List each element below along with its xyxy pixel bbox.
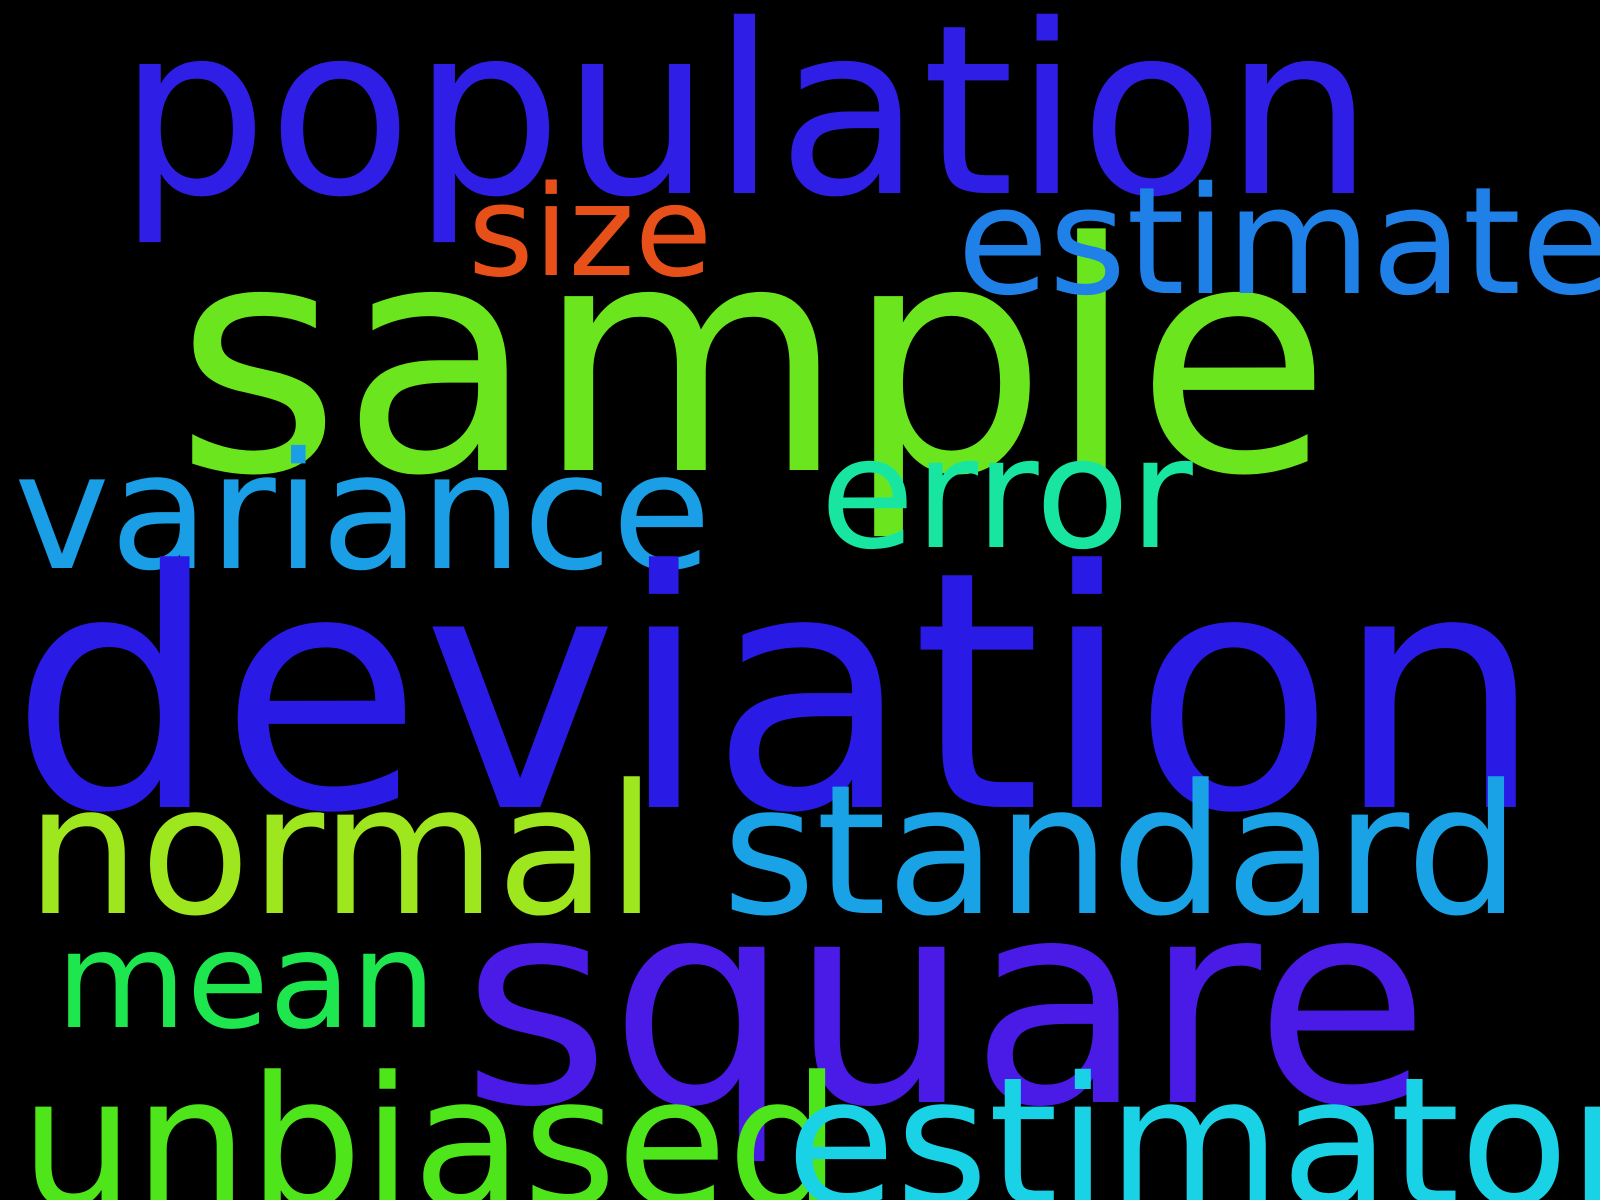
word-estimate: estimate bbox=[957, 156, 1600, 329]
word-unbiased: unbiased bbox=[20, 1039, 842, 1200]
word-mean: mean bbox=[56, 903, 437, 1059]
word-square: square bbox=[462, 838, 1430, 1169]
word-deviation: deviation bbox=[10, 501, 1544, 885]
word-normal: normal bbox=[26, 747, 657, 956]
word-standard: standard bbox=[722, 747, 1521, 956]
word-estimator: estimator bbox=[786, 1039, 1600, 1200]
word-error: error bbox=[820, 405, 1193, 584]
word-size: size bbox=[468, 158, 713, 305]
word-population: population bbox=[118, 0, 1374, 249]
word-variance: variance bbox=[14, 419, 712, 607]
word-sample: sample bbox=[175, 175, 1332, 545]
